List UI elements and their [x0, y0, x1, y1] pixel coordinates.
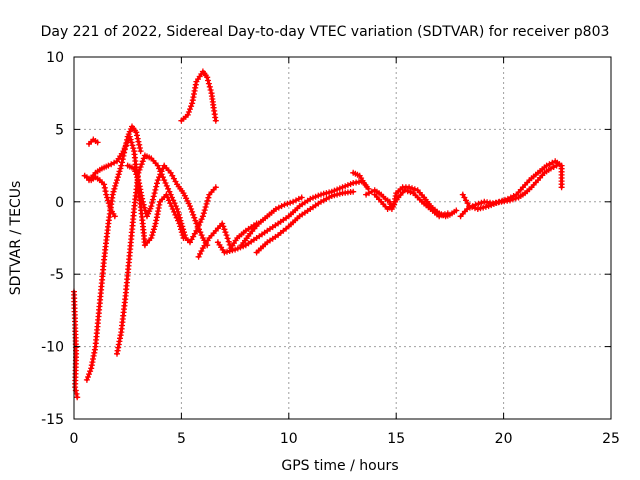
series-markers-arc-early-6	[114, 152, 219, 357]
x-tick-label: 25	[602, 431, 620, 447]
series-group	[71, 68, 565, 401]
series-markers-arc-early-5	[86, 133, 187, 249]
x-tick-label: 5	[177, 431, 186, 447]
y-tick-label: -10	[41, 340, 64, 356]
x-tick-label: 15	[387, 431, 405, 447]
y-tick-label: 0	[55, 195, 64, 211]
series-markers-arc-mid-5	[253, 188, 357, 256]
series-markers-arc-mid-2	[195, 220, 260, 260]
series-markers-arc-mid-3	[214, 178, 365, 256]
series-markers-arc-late-3	[371, 187, 451, 220]
y-tick-label: 5	[55, 122, 64, 138]
x-tick-label: 0	[70, 431, 79, 447]
series-markers-arc-early-7	[124, 162, 211, 249]
series-markers-arc-early-2	[83, 123, 144, 383]
x-tick-label: 10	[280, 431, 298, 447]
series-markers-arc-late-1	[350, 169, 372, 192]
y-axis-label: SDTVAR / TECUs	[8, 181, 24, 296]
tick-labels: 0 5 10 15 20 25 -15 -10 -5 0 5 10	[41, 50, 620, 447]
series-markers-arc-mid-4	[238, 194, 305, 249]
plot-frame	[73, 56, 612, 420]
ticks	[73, 56, 612, 420]
y-tick-label: -15	[41, 412, 64, 428]
y-tick-label: 10	[46, 50, 64, 66]
chart-title: Day 221 of 2022, Sidereal Day-to-day VTE…	[41, 24, 610, 40]
series-markers-arc-early-4	[86, 136, 101, 147]
x-axis-label: GPS time / hours	[281, 458, 398, 474]
series-markers-arc-mid-1	[178, 68, 219, 124]
x-tick-label: 20	[495, 431, 513, 447]
y-tick-label: -5	[50, 267, 64, 283]
series-markers-arc-late-5	[459, 158, 565, 212]
